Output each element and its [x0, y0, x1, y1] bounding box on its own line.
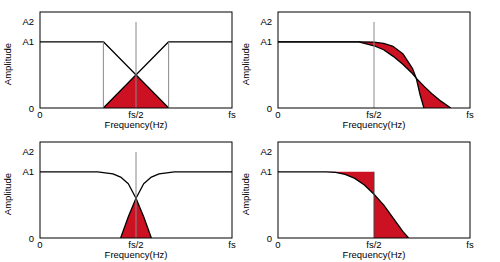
y-axis-title: Amplitude [240, 173, 251, 215]
y-tick-label: 0 [267, 233, 272, 244]
plot-frame [40, 12, 232, 108]
plot-area [278, 172, 409, 238]
panel: 0fs/2fs0A1A2Frequency(Hz)Amplitude [240, 142, 474, 260]
response-curve [103, 42, 232, 108]
y-tick-label: 0 [267, 103, 272, 114]
reference-line [374, 172, 375, 238]
plot-frame [278, 142, 470, 238]
panel: 0fs/2fs0A1A2Frequency(Hz)Amplitude [240, 12, 474, 130]
x-axis-title: Frequency(Hz) [105, 249, 168, 260]
response-curve [278, 42, 451, 108]
panel: 0fs/2fs0A1A2Frequency(Hz)Amplitude [2, 12, 236, 130]
overlap-area [326, 172, 374, 195]
panel: 0fs/2fs0A1A2Frequency(Hz)Amplitude [2, 142, 236, 260]
reference-line [168, 42, 169, 108]
x-axis-title: Frequency(Hz) [343, 249, 406, 260]
reference-line [136, 152, 137, 238]
plot-area [40, 22, 232, 108]
reference-line [136, 22, 137, 108]
y-tick-label: A2 [22, 16, 34, 27]
response-curve [40, 42, 169, 108]
x-axis-title: Frequency(Hz) [343, 119, 406, 130]
x-tick-label: fs [228, 239, 236, 250]
reference-line [374, 22, 375, 108]
figure: 0fs/2fs0A1A2Frequency(Hz)Amplitude0fs/2f… [0, 0, 500, 262]
x-tick-label: fs [466, 109, 474, 120]
y-axis-title: Amplitude [2, 173, 13, 215]
y-axis-title: Amplitude [240, 43, 251, 85]
y-tick-label: A1 [22, 166, 34, 177]
y-tick-label: 0 [29, 103, 34, 114]
response-curve [278, 42, 424, 108]
plot-frame [40, 142, 232, 238]
x-tick-label: 0 [275, 109, 280, 120]
x-tick-label: 0 [275, 239, 280, 250]
y-tick-label: A2 [22, 146, 34, 157]
x-tick-label: fs [466, 239, 474, 250]
y-axis-title: Amplitude [2, 43, 13, 85]
y-tick-label: A1 [260, 36, 272, 47]
y-tick-label: 0 [29, 233, 34, 244]
x-tick-label: 0 [37, 239, 42, 250]
reference-line [103, 42, 104, 108]
y-tick-label: A1 [260, 166, 272, 177]
plot-area [278, 22, 451, 108]
y-tick-label: A1 [22, 36, 34, 47]
response-curve [121, 172, 232, 238]
x-tick-label: 0 [37, 109, 42, 120]
y-tick-label: A2 [260, 16, 272, 27]
response-curve [278, 172, 409, 238]
y-tick-label: A2 [260, 146, 272, 157]
x-axis-title: Frequency(Hz) [105, 119, 168, 130]
x-tick-label: fs [228, 109, 236, 120]
response-curve [40, 172, 151, 238]
plot-frame [278, 12, 470, 108]
plot-area [40, 152, 232, 238]
